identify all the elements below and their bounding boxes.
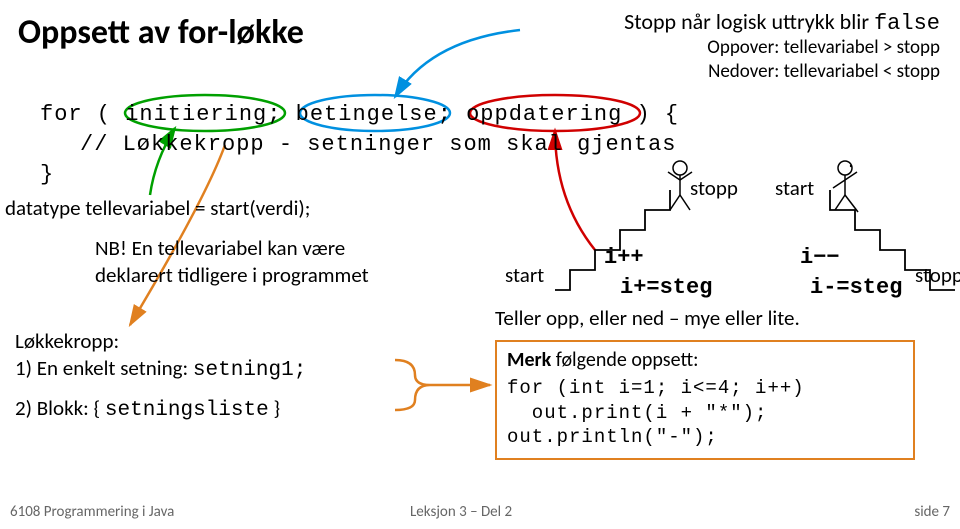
nb-line-1: NB! En tellevariabel kan være xyxy=(95,235,345,261)
i-minus-steg: i-=steg xyxy=(810,275,902,300)
footer-left: 6108 Programmering i Java xyxy=(10,503,174,521)
opt1-text: 1) En enkelt setning: xyxy=(15,355,193,381)
for-cond: betingelse xyxy=(296,102,438,127)
down-condition: Nedover: tellevariabel < stopp xyxy=(708,60,940,83)
up-condition: Oppover: tellevariabel > stopp xyxy=(707,36,940,59)
lokkekropp-label: Løkkekropp: xyxy=(15,328,119,354)
stop-condition-line: Stopp når logisk uttrykk blir false xyxy=(624,8,940,36)
footer-mid: Leksjon 3 – Del 2 xyxy=(410,503,512,521)
datatype-line: datatype tellevariabel = start(verdi); xyxy=(5,195,310,221)
page-title: Oppsett av for-løkke xyxy=(18,12,304,53)
for-keyword: for ( xyxy=(40,102,125,127)
for-close-line: } xyxy=(40,162,54,187)
start-label-left: start xyxy=(505,262,544,288)
opt2-text: 2) Blokk: { xyxy=(15,395,105,421)
teller-line: Teller opp, eller ned – mye eller lite. xyxy=(495,305,800,331)
opt1-code: setning1; xyxy=(193,359,306,382)
for-upd: oppdatering xyxy=(466,102,622,127)
opt2-code: setningsliste xyxy=(105,399,269,422)
merk-code-3: out.println("-"); xyxy=(507,425,903,450)
i-minus-minus: i−− xyxy=(800,245,840,270)
merk-rest: følgende oppsett: xyxy=(551,348,698,372)
for-code-line: for ( initiering; betingelse; oppdaterin… xyxy=(40,102,679,127)
for-body-line: // Løkkekropp - setninger som skal gjent… xyxy=(80,132,677,157)
sep1: ; xyxy=(267,102,295,127)
merk-box: Merk følgende oppsett: for (int i=1; i<=… xyxy=(495,340,915,460)
nb-line-2: deklarert tidligere i programmet xyxy=(95,262,369,288)
start-label-right: start xyxy=(775,175,814,201)
stopp-label-right: stopp xyxy=(915,262,960,288)
for-tail: ) { xyxy=(622,102,679,127)
merk-code-2: out.print(i + "*"); xyxy=(507,401,903,426)
merk-title: Merk følgende oppsett: xyxy=(507,348,903,372)
sep2: ; xyxy=(438,102,466,127)
i-plus-steg: i+=steg xyxy=(620,275,712,300)
opt2-tail: } xyxy=(269,395,280,421)
footer-right: side 7 xyxy=(914,503,950,521)
merk-code-1: for (int i=1; i<=4; i++) xyxy=(507,376,903,401)
lokkekropp-opt2: 2) Blokk: { setningsliste } xyxy=(15,395,280,422)
stop-false: false xyxy=(874,11,940,36)
i-plus-plus: i++ xyxy=(604,245,644,270)
lokkekropp-opt1: 1) En enkelt setning: setning1; xyxy=(15,355,306,382)
merk-bold: Merk xyxy=(507,348,551,372)
for-init: initiering xyxy=(125,102,267,127)
stopp-label-left: stopp xyxy=(690,175,738,201)
stop-text: Stopp når logisk uttrykk blir xyxy=(624,8,874,35)
